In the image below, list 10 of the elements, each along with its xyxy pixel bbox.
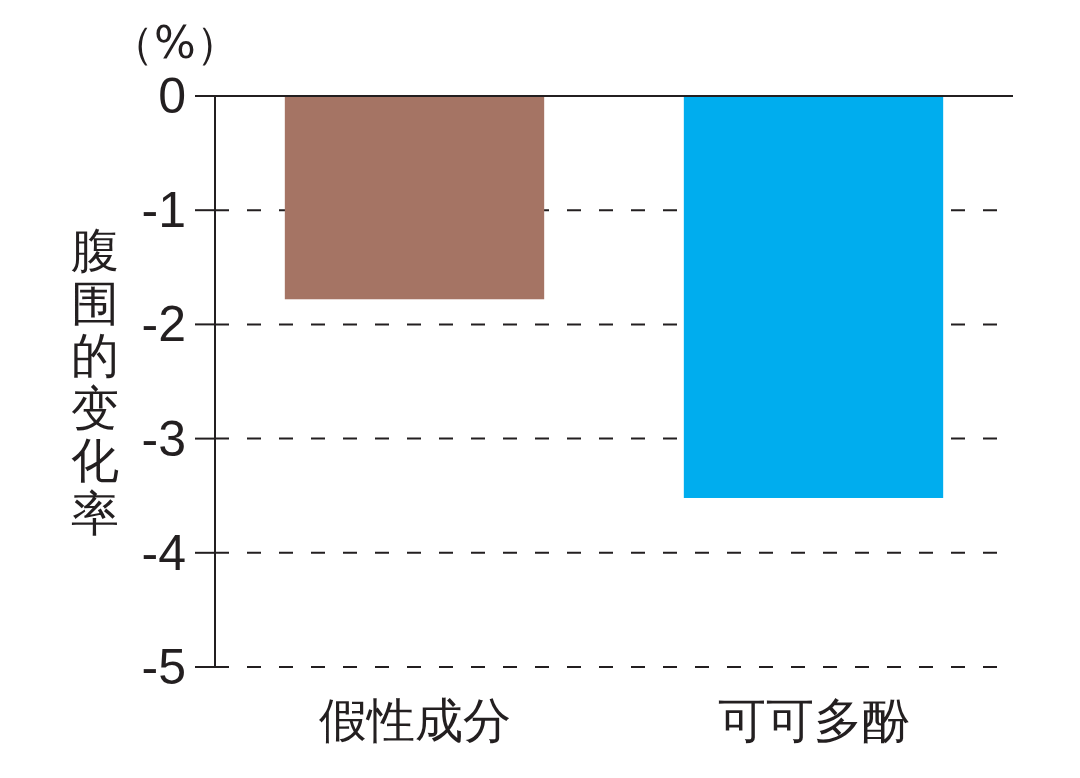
- y-tick-label: 0: [158, 68, 186, 124]
- text: （%）: [110, 16, 240, 68]
- x-tick-label: 假性成分: [318, 692, 511, 748]
- y-tick-label: -2: [141, 296, 186, 353]
- x-tick-label: 可可多酚: [717, 692, 910, 748]
- y-tick-label: -3: [141, 410, 186, 467]
- y-axis-title: 腹围的变化率: [71, 222, 119, 541]
- y-tick-label: -4: [141, 524, 186, 581]
- y-tick-label: -1: [141, 182, 186, 239]
- y-tick-label: -5: [141, 639, 186, 695]
